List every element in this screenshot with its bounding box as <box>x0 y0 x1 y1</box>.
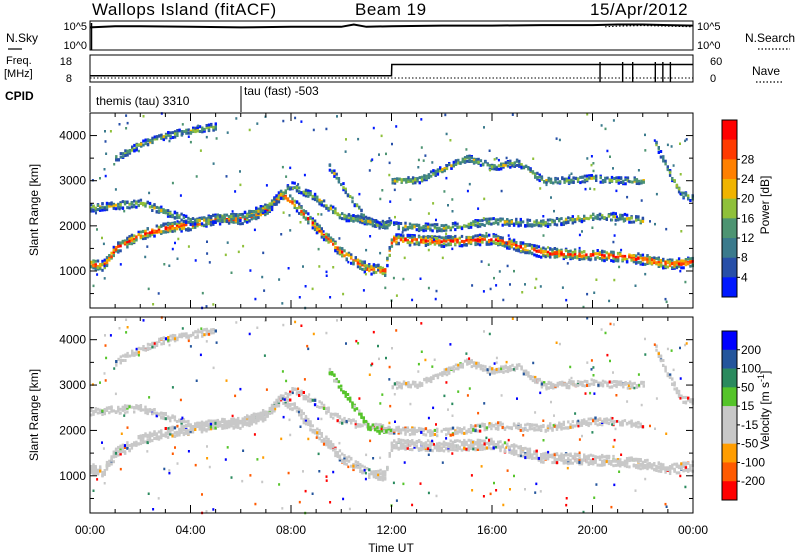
colorbar-tick-label: 100 <box>741 362 761 376</box>
power-panel-frame <box>89 112 694 309</box>
cpid-label: CPID <box>5 89 34 103</box>
xtick-label: 00:00 <box>75 523 105 537</box>
colorbar-tick-label: 24 <box>741 172 755 186</box>
nave-tick-lo: 0 <box>710 73 716 85</box>
xtick-label: 12:00 <box>376 523 406 537</box>
noise-tick-left-lo: 10^0 <box>63 40 87 52</box>
xtick-label: 20:00 <box>577 523 607 537</box>
freq-tick-hi: 18 <box>60 56 72 68</box>
colorbar-tick-label: 16 <box>741 211 755 225</box>
colorbar-swatch <box>722 387 737 407</box>
power-colorbar-label: Power [dB] <box>758 176 772 235</box>
nave-tick-hi: 60 <box>710 56 722 68</box>
station-title: Wallops Island (fitACF) <box>92 0 277 19</box>
colorbar-swatch <box>722 120 737 140</box>
power-axes: 1000 2000 3000 4000 <box>59 112 693 295</box>
velocity-colorbar: -200 -100 -50 -15 15 50 100 200 <box>721 330 765 501</box>
cpid-segment-2: tau (fast) -503 <box>244 84 319 98</box>
colorbar-tick-label: 28 <box>741 152 755 166</box>
colorbar-swatch <box>722 159 737 180</box>
colorbar-swatch <box>722 257 737 278</box>
ytick-label-1: 2000 <box>59 423 86 437</box>
freq-line-0 <box>90 63 693 77</box>
date-label: 15/Apr/2012 <box>590 0 688 19</box>
colorbar-swatch <box>722 368 737 388</box>
colorbar-swatch <box>722 198 737 219</box>
ytick-label-2: 3000 <box>59 378 86 392</box>
velocity-panel-frame <box>89 316 694 514</box>
noise-series-layer <box>89 23 694 50</box>
freq-label-line2: [MHz] <box>4 68 33 80</box>
colorbar-swatch <box>722 349 737 369</box>
colorbar-tick-label: -200 <box>741 474 765 488</box>
colorbar-tick-label: 4 <box>741 270 748 284</box>
colorbar-swatch <box>722 462 737 482</box>
colorbar-swatch <box>722 179 737 199</box>
xtick-label: 16:00 <box>477 523 507 537</box>
time-axis-label: Time UT <box>368 541 414 554</box>
velocity-heatmap-layer <box>90 316 694 515</box>
noise-panel-frame <box>89 20 694 51</box>
freq-panel-frame <box>89 54 694 83</box>
ytick-label-3: 4000 <box>59 129 86 143</box>
ytick-label-3: 4000 <box>59 333 86 347</box>
time-axis: 00:00 04:00 08:00 12:00 16:00 20:00 00:00 <box>75 113 708 537</box>
colorbar-tick-label: -15 <box>741 418 759 432</box>
xtick-label: 00:00 <box>678 523 708 537</box>
freq-tick-lo: 8 <box>66 73 72 85</box>
colorbar-swatch <box>722 277 737 298</box>
velocity-ylabel: Slant Range [km] <box>27 369 41 461</box>
noise-line-1 <box>605 25 694 28</box>
colorbar-swatch <box>722 481 737 501</box>
ytick-label-1: 2000 <box>59 219 86 233</box>
velocity-colorbar-label-text: Velocity [m s-1] <box>756 371 772 450</box>
nave-label: Nave <box>752 64 780 78</box>
noise-line-0 <box>89 23 694 29</box>
freq-series-layer <box>90 62 693 82</box>
noise-tick-left-hi: 10^5 <box>63 21 87 33</box>
colorbar-tick-label: -50 <box>741 437 759 451</box>
colorbar-tick-label: 8 <box>741 251 748 265</box>
colorbar-frame <box>721 119 738 298</box>
colorbar-tick-label: 12 <box>741 231 755 245</box>
colorbar-tick-label: 50 <box>741 380 755 394</box>
colorbar-swatch <box>722 139 737 160</box>
colorbar-swatch <box>722 443 737 463</box>
nsky-label: N.Sky <box>6 31 38 45</box>
nsearch-label: N.Search <box>745 31 795 45</box>
ytick-label-2: 3000 <box>59 174 86 188</box>
freq-label-line1: Freq. <box>6 55 32 67</box>
colorbar-swatch <box>722 406 737 426</box>
colorbar-swatch <box>722 331 737 351</box>
colorbar-tick-label: 15 <box>741 399 755 413</box>
beam-label: Beam 19 <box>355 0 427 19</box>
colorbar-tick-label: 20 <box>741 192 755 206</box>
power-colorbar: 4 8 12 16 20 24 28 <box>721 119 755 298</box>
xtick-label: 04:00 <box>175 523 205 537</box>
colorbar-tick-label: 200 <box>741 343 761 357</box>
power-heatmap-layer <box>90 112 694 310</box>
ytick-label-0: 1000 <box>59 469 86 483</box>
xtick-label: 08:00 <box>276 523 306 537</box>
colorbar-frame <box>721 330 738 501</box>
velocity-axes: 1000 2000 3000 4000 <box>59 316 693 499</box>
colorbar-tick-label: -100 <box>741 455 765 469</box>
colorbar-swatch <box>722 424 737 444</box>
ytick-label-0: 1000 <box>59 264 86 278</box>
power-ylabel: Slant Range [km] <box>27 164 41 256</box>
colorbar-swatch <box>722 218 737 239</box>
colorbar-swatch <box>722 238 737 258</box>
noise-tick-right-hi: 10^5 <box>697 21 721 33</box>
cpid-segment-1: themis (tau) 3310 <box>96 94 190 108</box>
noise-tick-right-lo: 10^0 <box>697 40 721 52</box>
